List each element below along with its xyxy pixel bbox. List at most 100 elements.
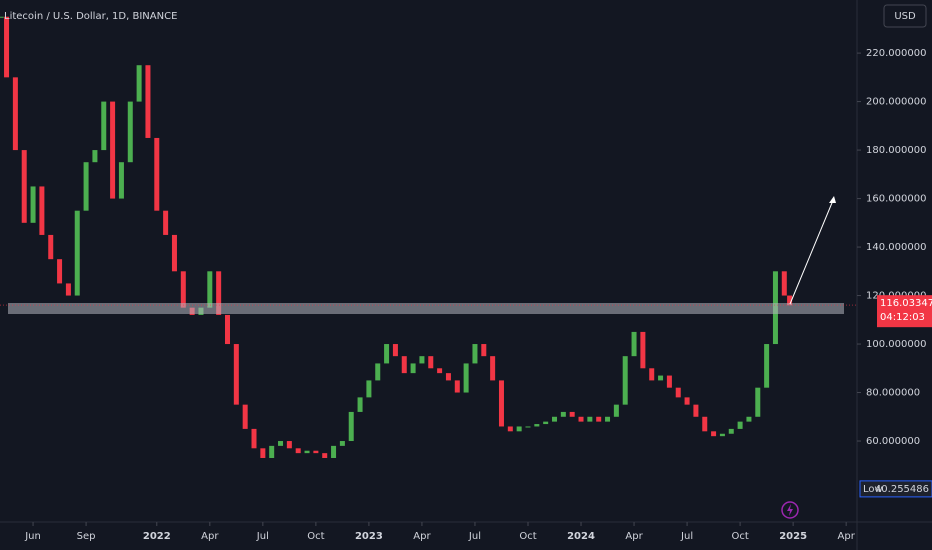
candle xyxy=(746,416,752,422)
candle xyxy=(83,162,89,211)
candle xyxy=(57,259,63,284)
currency-label[interactable]: USD xyxy=(894,11,916,22)
low-box xyxy=(859,480,932,498)
x-tick-label: 2023 xyxy=(355,531,383,542)
candle xyxy=(666,375,672,388)
candle xyxy=(269,445,275,458)
event-bolt xyxy=(787,504,793,516)
candle xyxy=(781,271,787,296)
candle xyxy=(684,397,690,405)
trend-arrow xyxy=(789,197,835,305)
y-tick-label: 220.000000 xyxy=(866,48,926,59)
candle xyxy=(286,441,292,449)
candle xyxy=(331,445,337,458)
candle xyxy=(719,433,725,437)
candle xyxy=(65,283,71,296)
candle xyxy=(322,453,328,458)
candle xyxy=(366,380,372,398)
x-tick-label: Oct xyxy=(519,531,536,542)
candle xyxy=(118,162,124,199)
candle xyxy=(534,424,540,427)
chart-title: Litecoin / U.S. Dollar, 1D, BINANCE xyxy=(4,11,177,22)
candle xyxy=(163,210,169,235)
y-tick-label: 180.000000 xyxy=(866,145,926,156)
currency-button[interactable] xyxy=(883,4,927,28)
candle xyxy=(154,137,160,211)
candle xyxy=(392,344,398,357)
y-tick-label: 140.000000 xyxy=(866,242,926,253)
candle xyxy=(216,271,222,315)
candle xyxy=(401,356,407,374)
candle xyxy=(560,411,566,417)
low-text: Low xyxy=(863,484,883,495)
candle xyxy=(613,404,619,417)
candle xyxy=(596,416,602,422)
candle xyxy=(110,101,116,199)
candle xyxy=(507,426,513,432)
candle xyxy=(525,426,531,428)
candle xyxy=(472,344,478,364)
candle xyxy=(39,186,45,235)
x-tick-label: 2025 xyxy=(779,531,807,542)
candle xyxy=(410,363,416,374)
candle xyxy=(171,234,177,272)
x-tick-label: Apr xyxy=(838,531,856,542)
candle xyxy=(702,416,708,432)
candle xyxy=(136,65,142,102)
candle xyxy=(180,271,186,308)
x-tick-label: Apr xyxy=(625,531,643,542)
candle xyxy=(384,344,390,364)
candle xyxy=(278,441,284,446)
candle xyxy=(569,411,575,417)
arrow-head xyxy=(829,196,836,203)
candle xyxy=(357,397,363,412)
y-tick-label: 100.000000 xyxy=(866,339,926,350)
candle xyxy=(339,441,345,446)
low-value: 40.255486 xyxy=(875,484,929,495)
candle xyxy=(48,234,54,260)
candle xyxy=(251,428,257,449)
x-tick-label: Jun xyxy=(24,531,41,542)
candle xyxy=(490,356,496,381)
last-price-box xyxy=(877,295,932,328)
candle xyxy=(728,428,734,434)
candle xyxy=(675,387,681,398)
candle xyxy=(649,368,655,381)
candle xyxy=(4,16,10,78)
candle xyxy=(622,356,628,405)
candle xyxy=(445,373,451,381)
candle xyxy=(12,77,18,151)
candle xyxy=(224,314,230,345)
y-tick-label: 200.000000 xyxy=(866,97,926,108)
candle xyxy=(428,356,434,369)
candle xyxy=(21,150,27,223)
x-tick-label: Oct xyxy=(307,531,324,542)
candle xyxy=(516,426,522,432)
candle xyxy=(0,16,4,18)
candle xyxy=(242,404,248,429)
candle xyxy=(640,331,646,369)
x-tick-label: 2022 xyxy=(143,531,171,542)
candle xyxy=(658,375,664,381)
candle xyxy=(92,150,98,163)
candle xyxy=(348,411,354,442)
candle xyxy=(552,416,558,422)
x-tick-label: Jul xyxy=(468,531,481,542)
candle xyxy=(463,363,469,393)
x-tick-label: 2024 xyxy=(567,531,595,542)
candle xyxy=(631,331,637,357)
y-tick-label: 80.000000 xyxy=(866,388,920,399)
candle xyxy=(587,416,593,422)
event-icon xyxy=(781,501,799,519)
candle xyxy=(101,101,107,151)
candle xyxy=(375,363,381,381)
candle xyxy=(498,380,504,427)
support-zone xyxy=(8,303,844,314)
candle xyxy=(207,271,213,308)
candle xyxy=(145,65,151,138)
x-tick-label: Jul xyxy=(256,531,269,542)
candle xyxy=(481,344,487,357)
candle xyxy=(233,344,239,405)
